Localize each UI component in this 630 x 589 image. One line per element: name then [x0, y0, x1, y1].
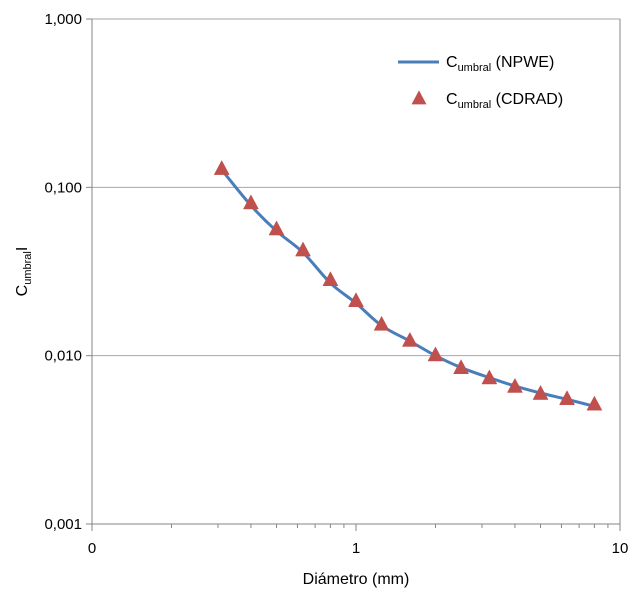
data-point-cdrad: [348, 292, 364, 307]
data-point-cdrad: [295, 241, 311, 257]
legend: Cumbral (NPWE)Cumbral (CDRAD): [398, 54, 563, 111]
data-point-cdrad: [481, 369, 498, 385]
y-axis-title: CumbralI: [14, 247, 34, 297]
legend-label-sub: umbral: [458, 62, 492, 74]
data-point-cdrad: [427, 346, 444, 362]
y-tick-label: 0,010: [44, 348, 82, 365]
data-point-cdrad: [401, 331, 418, 347]
legend-label-main: C: [446, 91, 458, 108]
x-tick-label: 1: [352, 540, 360, 557]
data-point-cdrad: [559, 390, 575, 405]
data-point-cdrad: [322, 271, 339, 286]
y-tick-label: 1,000: [44, 11, 82, 28]
data-point-cdrad: [532, 385, 549, 400]
x-tick-label: 0: [88, 540, 96, 557]
data-point-cdrad: [586, 395, 603, 411]
y-tick-label: 0,100: [44, 179, 82, 196]
data-point-cdrad: [243, 194, 259, 210]
tick-labels: 0,001 0,010 0,100 1,000 0 1 10: [44, 11, 628, 557]
legend-label: Cumbral (NPWE): [446, 54, 554, 74]
y-axis-title-group: CumbralI: [14, 247, 34, 297]
legend-label-main: C: [446, 54, 458, 71]
x-tick-label: 10: [612, 540, 629, 557]
y-axis-title-main: C: [14, 285, 31, 297]
data-point-cdrad: [453, 359, 469, 374]
axis-titles: Diámetro (mm) CumbralI: [14, 247, 409, 588]
gridlines: [92, 18, 620, 357]
y-axis-title-sub: umbral: [22, 251, 34, 285]
series-line-npwe: [220, 168, 595, 408]
series-layer: [213, 160, 603, 411]
data-point-cdrad: [268, 220, 285, 236]
tick-marks: [86, 18, 621, 531]
y-axis-title-suffix: I: [14, 247, 31, 251]
x-axis-title: Diámetro (mm): [303, 571, 410, 588]
legend-label-suffix: (CDRAD): [491, 91, 563, 108]
legend-label: Cumbral (CDRAD): [446, 91, 563, 111]
legend-triangle-marker: [411, 90, 427, 105]
legend-label-sub: umbral: [458, 99, 492, 111]
data-point-cdrad: [507, 377, 523, 393]
legend-label-suffix: (NPWE): [491, 54, 554, 71]
data-point-cdrad: [373, 315, 390, 331]
y-tick-label: 0,001: [44, 516, 82, 533]
data-point-cdrad: [213, 160, 230, 175]
